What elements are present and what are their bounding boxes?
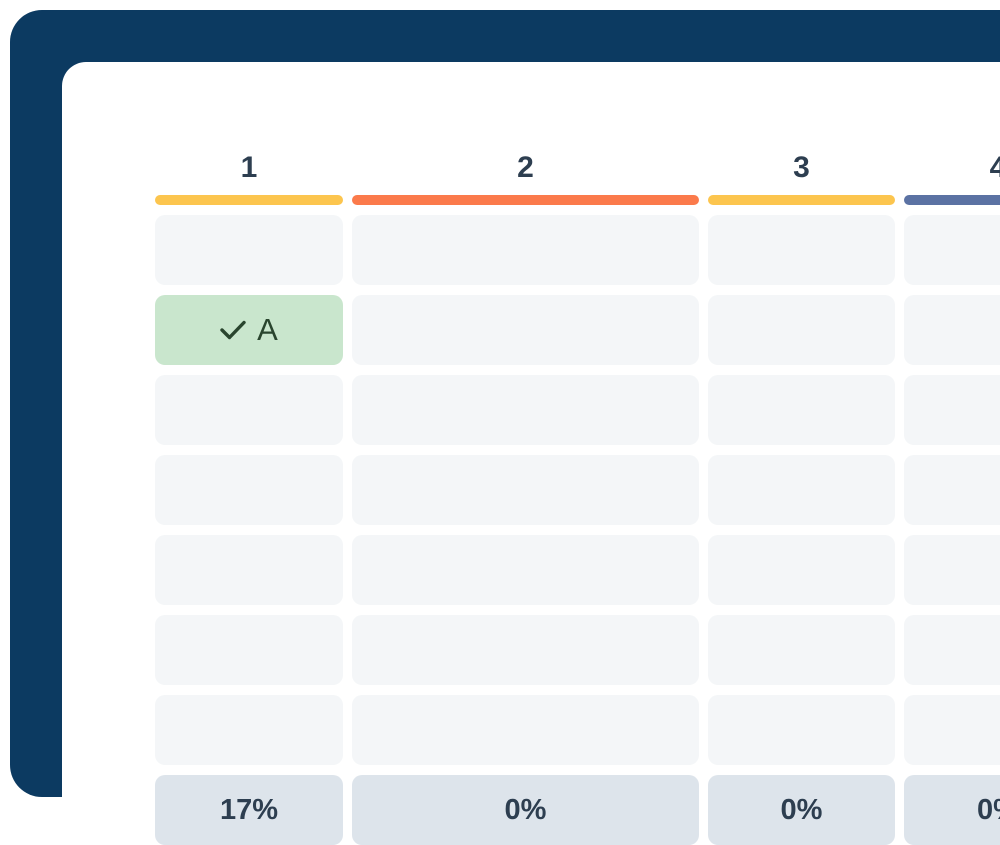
column-2-header: 2 [517, 151, 534, 184]
column-2-result: 0% [352, 775, 699, 845]
selected-answer-label: A [257, 312, 278, 347]
result-value: 0% [504, 793, 547, 826]
grid-panel: 1 A 17% 2 0% 3 [62, 62, 1000, 845]
answer-cell[interactable] [155, 375, 343, 445]
answer-cell[interactable] [904, 695, 1000, 765]
column-3-header: 3 [793, 151, 810, 184]
answer-cell[interactable] [904, 215, 1000, 285]
answer-cell[interactable] [904, 455, 1000, 525]
answer-cell[interactable] [155, 695, 343, 765]
column-3-accent-bar [708, 195, 895, 205]
answer-cell[interactable] [708, 375, 895, 445]
result-value: 17% [219, 793, 279, 826]
answer-cell[interactable] [155, 535, 343, 605]
column-1-result: 17% [155, 775, 343, 845]
column-2: 2 0% [352, 150, 699, 845]
answer-cell[interactable] [708, 215, 895, 285]
answer-cell[interactable] [904, 295, 1000, 365]
answer-cell[interactable] [352, 535, 699, 605]
column-4: 4 0% [904, 150, 1000, 845]
answer-cell[interactable] [708, 695, 895, 765]
answer-cell[interactable] [904, 375, 1000, 445]
answer-cell[interactable] [352, 695, 699, 765]
column-2-accent-bar [352, 195, 699, 205]
answer-cell[interactable] [708, 455, 895, 525]
selected-answer-cell[interactable]: A [155, 295, 343, 365]
answer-cell[interactable] [904, 615, 1000, 685]
answer-cell[interactable] [708, 295, 895, 365]
answer-cell[interactable] [352, 295, 699, 365]
column-4-result: 0% [904, 775, 1000, 845]
answer-cell[interactable] [904, 535, 1000, 605]
column-1-header: 1 [240, 151, 258, 184]
answer-cell[interactable] [155, 455, 343, 525]
answer-cell[interactable] [352, 615, 699, 685]
answer-cell[interactable] [155, 215, 343, 285]
column-4-accent-bar [904, 195, 1000, 205]
answer-cell[interactable] [352, 455, 699, 525]
check-icon [220, 320, 246, 340]
answer-cell[interactable] [352, 375, 699, 445]
result-value: 0% [780, 793, 823, 826]
column-1: 1 A 17% [155, 150, 343, 845]
column-3-result: 0% [708, 775, 895, 845]
column-4-header: 4 [989, 151, 1000, 184]
answer-cell[interactable] [352, 215, 699, 285]
answer-cell[interactable] [708, 615, 895, 685]
answer-cell[interactable] [708, 535, 895, 605]
column-3: 3 0% [708, 150, 895, 845]
column-1-accent-bar [155, 195, 343, 205]
result-value: 0% [977, 793, 1000, 826]
answer-cell[interactable] [155, 615, 343, 685]
